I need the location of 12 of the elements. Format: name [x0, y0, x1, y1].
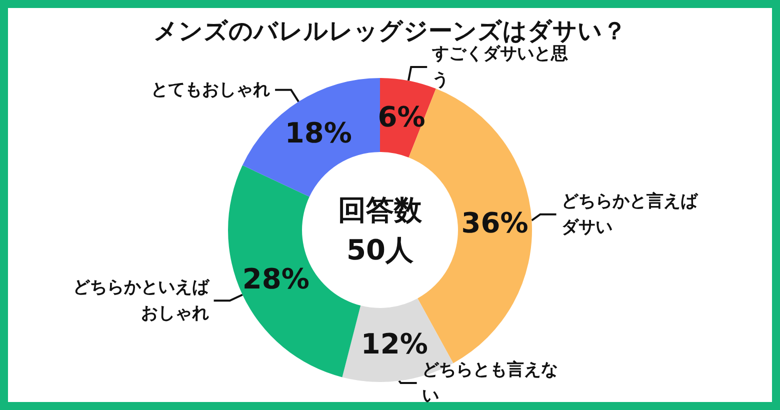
- slice-label: どちらかと言えばダサい: [561, 191, 698, 238]
- data-label: 18%: [284, 116, 352, 150]
- data-label: 28%: [242, 262, 310, 296]
- text: 50人: [346, 234, 414, 266]
- slice-label: どちらかといえばおしゃれ: [72, 278, 210, 324]
- slice-label: どちらとも言えない: [422, 360, 558, 406]
- text: 回答数: [338, 194, 423, 226]
- slice-label: すごくダサいと思う: [431, 44, 568, 90]
- data-label: 36%: [461, 206, 528, 240]
- slice-label: とてもおしゃれ: [151, 80, 270, 100]
- data-label: 12%: [360, 328, 428, 361]
- chart-title: メンズのバレルレッグジーンズはダサい？: [154, 17, 626, 45]
